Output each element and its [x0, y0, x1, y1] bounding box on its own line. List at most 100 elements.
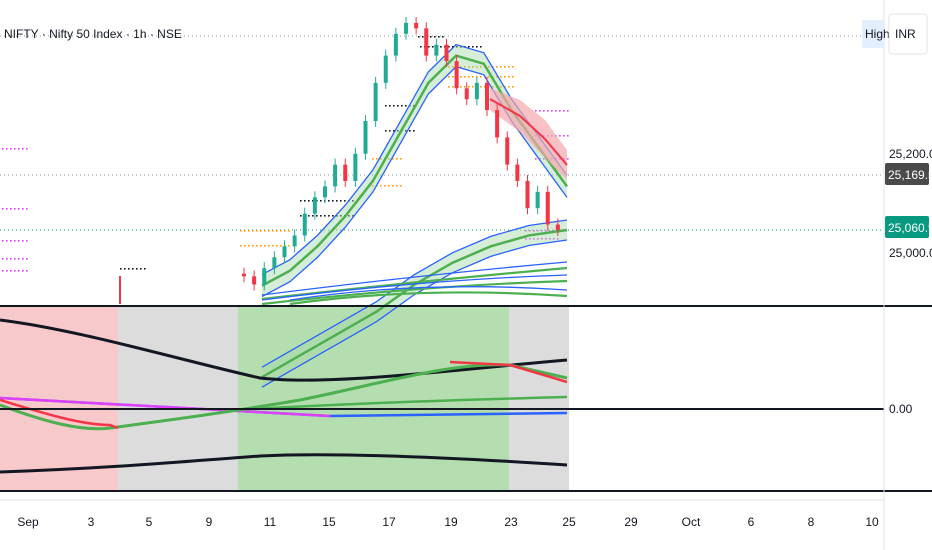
ribbon-border — [261, 219, 568, 368]
level-dot — [144, 268, 146, 270]
moving-average-ribbons — [261, 43, 569, 388]
time-tick: 3 — [88, 515, 95, 529]
level-dot — [559, 135, 561, 137]
ribbon-band — [262, 220, 567, 388]
level-dot — [389, 105, 391, 107]
ribbon-border — [289, 286, 568, 301]
level-dot — [512, 66, 514, 68]
level-dot — [537, 238, 539, 240]
level-dot — [504, 66, 506, 68]
level-dot — [26, 208, 28, 210]
level-dot — [420, 46, 422, 48]
candle-body — [404, 22, 408, 34]
level-dot — [500, 86, 502, 88]
candle-body — [474, 82, 479, 100]
level-dot — [468, 76, 470, 78]
level-dot — [256, 245, 258, 247]
candle-body — [424, 28, 429, 56]
level-dot — [460, 66, 462, 68]
level-dot — [308, 215, 310, 217]
level-dot — [480, 66, 482, 68]
ribbon-center-bearish — [489, 98, 568, 166]
level-dot — [508, 66, 510, 68]
level-dot — [460, 76, 462, 78]
candle-body — [444, 44, 449, 62]
time-tick: 10 — [865, 515, 879, 529]
level-dot — [438, 36, 440, 38]
level-dot — [396, 158, 398, 160]
level-dot — [393, 130, 395, 132]
level-dot — [464, 76, 466, 78]
level-dot — [264, 245, 266, 247]
level-dot — [472, 86, 474, 88]
time-tick: 5 — [146, 515, 153, 529]
level-dot — [272, 245, 274, 247]
time-tick: Sep — [17, 515, 39, 529]
level-dot — [472, 76, 474, 78]
level-dot — [557, 238, 559, 240]
level-dot — [284, 230, 286, 232]
candle-body — [333, 164, 338, 187]
level-dot — [385, 105, 387, 107]
level-dot — [452, 86, 454, 88]
level-dot — [385, 130, 387, 132]
level-dot — [328, 215, 330, 217]
price-label-green-text: 25,060.90 — [888, 221, 932, 235]
level-dot — [567, 110, 569, 112]
time-axis[interactable]: Sep 3 5 9 11 15 17 19 23 25 29 Oct 6 8 10 — [17, 515, 879, 529]
level-dot — [413, 105, 415, 107]
level-dot — [432, 46, 434, 48]
level-dot — [128, 268, 130, 270]
level-dot — [541, 230, 543, 232]
level-dot — [442, 36, 444, 38]
level-dot — [300, 215, 302, 217]
oscillator-slow-green — [237, 395, 568, 412]
time-tick: Oct — [682, 515, 701, 529]
level-dot — [480, 86, 482, 88]
price-pane[interactable] — [0, 0, 884, 304]
level-dot — [392, 158, 394, 160]
level-dot — [268, 245, 270, 247]
level-dot — [535, 158, 537, 160]
level-dot — [380, 185, 382, 187]
high-button[interactable] — [862, 20, 884, 48]
level-dot — [418, 36, 420, 38]
ribbon-center — [289, 291, 568, 306]
level-dot — [567, 135, 569, 137]
level-dot — [244, 230, 246, 232]
level-dot — [18, 258, 20, 260]
level-dot — [541, 238, 543, 240]
candle-body — [434, 44, 439, 56]
level-dot — [6, 258, 8, 260]
currency-button-label: INR — [895, 27, 916, 41]
price-grid — [0, 35, 884, 231]
level-dot — [22, 208, 24, 210]
time-tick: 6 — [748, 515, 755, 529]
level-dot — [512, 76, 514, 78]
level-dot — [244, 245, 246, 247]
level-dot — [344, 200, 346, 202]
level-dot — [18, 208, 20, 210]
level-dot — [484, 86, 486, 88]
candle-body — [312, 197, 317, 214]
level-dot — [2, 240, 4, 242]
level-dot — [268, 230, 270, 232]
level-dot — [260, 230, 262, 232]
level-dot — [500, 76, 502, 78]
level-dot — [533, 230, 535, 232]
level-dot — [549, 238, 551, 240]
level-dot — [529, 230, 531, 232]
level-dot — [18, 270, 20, 272]
level-dot — [280, 230, 282, 232]
currency-button[interactable] — [888, 13, 928, 55]
level-dot — [248, 230, 250, 232]
level-dot — [328, 200, 330, 202]
oscillator-lines — [0, 318, 568, 474]
level-dot — [468, 46, 470, 48]
level-dot — [6, 148, 8, 150]
level-dot — [304, 200, 306, 202]
price-tick: 25,000.00 — [889, 246, 932, 260]
level-dot — [26, 258, 28, 260]
